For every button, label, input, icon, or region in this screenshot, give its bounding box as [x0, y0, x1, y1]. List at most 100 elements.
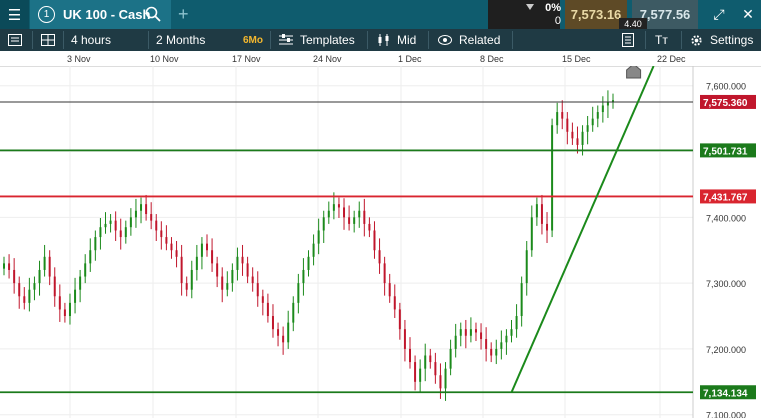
candle-body — [297, 283, 300, 303]
candle-body — [180, 256, 183, 284]
candle-body — [403, 329, 406, 349]
support-lower-label: 7,134.134 — [703, 388, 748, 399]
candle-body — [266, 302, 269, 317]
candle-body — [38, 269, 41, 284]
candle-body — [251, 276, 254, 284]
x-tick-label: 10 Nov — [150, 54, 179, 64]
candle-body — [449, 348, 452, 369]
candle-body — [317, 230, 320, 244]
price-chart[interactable]: 7,600.0007,500.0007,400.0007,300.0007,20… — [0, 66, 761, 418]
candle-body — [124, 227, 127, 238]
price-type-button[interactable]: Mid — [377, 29, 416, 51]
instrument-tab[interactable]: 1 UK 100 - Cash — [30, 0, 171, 29]
candle-body — [277, 329, 280, 336]
related-button[interactable]: Related — [438, 29, 500, 51]
candle-body — [591, 118, 594, 126]
candle-body — [109, 220, 112, 224]
candle-body — [500, 342, 503, 349]
candles-icon — [378, 34, 389, 46]
eye-icon — [438, 35, 452, 45]
candle-body — [535, 204, 538, 218]
top-bar: ☰ 1 UK 100 - Cash + 0% 0 7,573.16 7,577.… — [0, 0, 761, 30]
trend-line — [510, 66, 655, 393]
candle-body — [348, 217, 351, 224]
interval-selector[interactable]: 4 hours — [71, 33, 112, 47]
candle-body — [145, 204, 148, 215]
candle-body — [195, 256, 198, 270]
candle-body — [546, 223, 549, 231]
settings-label: Settings — [710, 33, 754, 47]
candle-body — [307, 256, 310, 270]
candle-body — [515, 316, 518, 330]
candle-body — [343, 207, 346, 218]
change-arrow-icon — [526, 4, 534, 10]
candle-body — [388, 283, 391, 297]
candle-body — [474, 329, 477, 333]
close-icon[interactable]: ✕ — [742, 6, 754, 22]
templates-label: Templates — [300, 33, 355, 47]
candle-body — [358, 210, 361, 218]
related-label: Related — [459, 33, 501, 47]
candle-body — [606, 102, 609, 106]
templates-icon — [279, 34, 293, 45]
candle-body — [322, 217, 325, 231]
price-type-label: Mid — [397, 33, 417, 47]
x-tick-label: 24 Nov — [313, 54, 342, 64]
candle-body — [33, 283, 36, 290]
search-icon[interactable] — [145, 6, 161, 22]
panel-icon[interactable] — [8, 29, 22, 51]
candle-body — [48, 256, 51, 277]
candle-body — [373, 230, 376, 251]
layout-icon[interactable] — [41, 29, 55, 51]
candle-body — [561, 112, 564, 119]
candle-body — [165, 237, 168, 244]
x-axis: 3 Nov 10 Nov 17 Nov 24 Nov 1 Dec 8 Dec 1… — [0, 51, 761, 67]
range-selector[interactable]: 2 Months — [156, 33, 206, 47]
candle-body — [241, 256, 244, 264]
candle-body — [480, 332, 483, 340]
candle-body — [256, 283, 259, 297]
spread-badge: 4.40 — [619, 18, 647, 30]
candle-body — [129, 217, 132, 228]
candle-body — [119, 230, 122, 238]
x-tick-label: 1 Dec — [398, 54, 422, 64]
candle-body — [353, 217, 356, 224]
candle-body — [505, 335, 508, 343]
candle-body — [99, 227, 102, 238]
candle-body — [469, 329, 472, 336]
candle-body — [439, 375, 442, 389]
templates-button[interactable]: Templates — [279, 29, 355, 51]
candle-body — [206, 243, 208, 251]
candle-body — [312, 243, 315, 257]
resistance-label-bg — [700, 189, 756, 204]
candle-body — [586, 125, 589, 132]
candle-body — [43, 256, 46, 270]
tab-number: 1 — [38, 6, 55, 23]
candle-body — [368, 223, 371, 231]
candle-body — [28, 289, 31, 303]
menu-icon[interactable]: ☰ — [0, 0, 29, 29]
gear-icon — [691, 34, 702, 46]
x-tick-label: 8 Dec — [480, 54, 504, 64]
candle-body — [68, 302, 71, 317]
add-tab-icon[interactable]: + — [178, 4, 189, 24]
candle-body — [261, 296, 264, 303]
sell-button[interactable]: 7,573.16 — [565, 0, 627, 29]
support-upper-label-bg — [700, 143, 756, 158]
candle-body — [327, 210, 330, 218]
expand-icon[interactable]: ⤢ — [713, 6, 725, 22]
candle-body — [190, 269, 193, 290]
candle-body — [571, 131, 574, 139]
candle-body — [221, 276, 224, 290]
range-badge[interactable]: 6Mo — [243, 34, 263, 46]
candle-body — [160, 230, 163, 238]
settings-button[interactable]: Settings — [690, 29, 753, 51]
candle-body — [23, 296, 26, 303]
candle-body — [185, 283, 188, 290]
indicators-icon[interactable] — [622, 29, 634, 51]
text-size-icon[interactable]: Tт — [655, 33, 668, 47]
price-change: 0% 0 — [520, 0, 562, 29]
candle-body — [53, 276, 56, 297]
candle-body — [216, 263, 219, 277]
candle-body — [566, 118, 569, 132]
